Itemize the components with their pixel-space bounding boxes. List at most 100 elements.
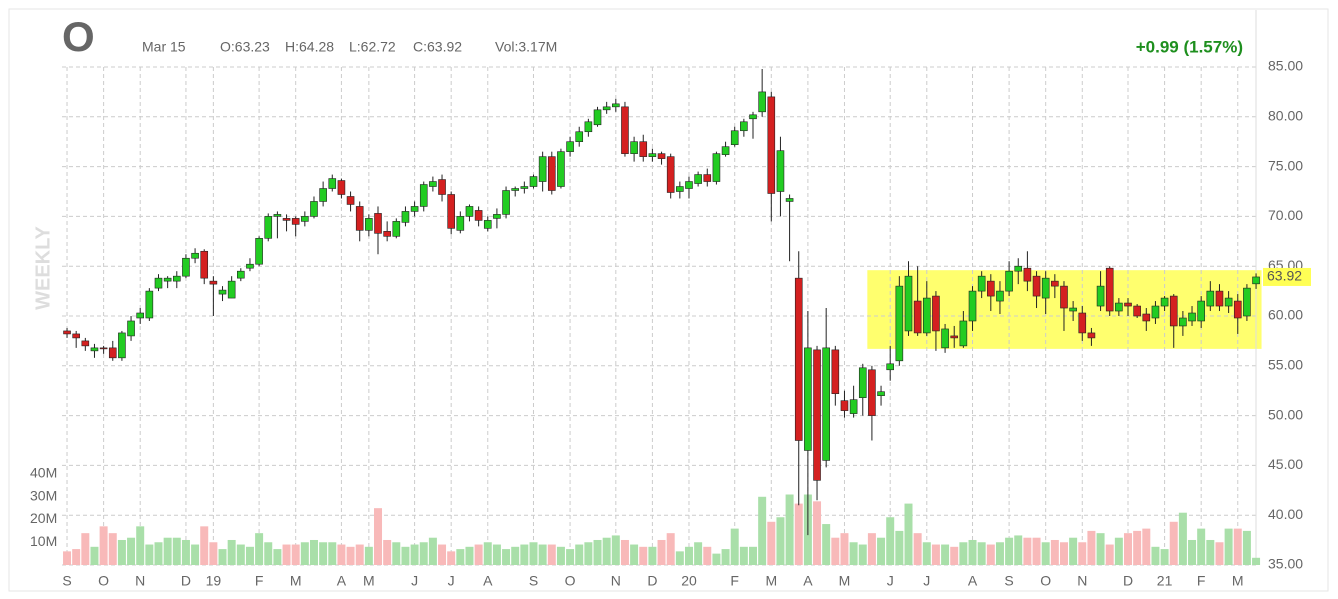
- candle-body: [81, 340, 90, 347]
- candle-body: [1014, 265, 1023, 272]
- volume-bar: [950, 546, 959, 565]
- last-price-box: [1263, 267, 1311, 286]
- candle-body: [621, 106, 629, 154]
- y-tick-label: 70.00: [1268, 207, 1303, 223]
- volume-bar: [1224, 528, 1233, 565]
- candle-body: [1115, 302, 1123, 312]
- candle-body: [136, 312, 145, 319]
- volume-bar: [639, 546, 648, 565]
- candle-body: [1005, 270, 1013, 292]
- candle-body: [840, 400, 849, 411]
- volume-bar: [840, 533, 849, 565]
- candle-body: [1060, 285, 1068, 309]
- x-tick-label: M: [765, 573, 777, 589]
- volume-bar: [1252, 557, 1261, 565]
- volume-bar: [913, 533, 922, 565]
- candle-body: [749, 114, 757, 120]
- candle-body: [383, 231, 391, 237]
- volume-bar: [1096, 533, 1105, 565]
- period-label: WEEKLY: [32, 225, 54, 309]
- candle-body: [227, 280, 236, 299]
- x-tick-label: N: [611, 573, 621, 589]
- volume-bar: [447, 551, 456, 565]
- volume-bar: [300, 542, 309, 565]
- volume-bar: [364, 546, 373, 565]
- volume-bar: [1050, 539, 1059, 565]
- volume-bar: [63, 551, 72, 565]
- symbol: O: [62, 13, 95, 60]
- candle-body: [758, 91, 766, 113]
- candle-body: [913, 300, 922, 334]
- candle-body: [1078, 312, 1087, 334]
- candle-body: [118, 332, 126, 359]
- candle-body: [877, 391, 885, 396]
- candle-body: [950, 335, 959, 339]
- volume-bar: [785, 494, 794, 565]
- candle-body: [1224, 297, 1233, 307]
- candle-body: [218, 289, 227, 295]
- candle-body: [922, 297, 931, 334]
- x-tick-label: M: [363, 573, 375, 589]
- volume-bar: [849, 542, 858, 565]
- y-tick-label: 50.00: [1268, 406, 1303, 422]
- candle-body: [776, 150, 785, 192]
- volume-bar: [483, 542, 492, 565]
- x-tick-label: S: [1004, 573, 1013, 589]
- candle-body: [895, 285, 904, 362]
- volume-bar: [90, 546, 99, 565]
- x-tick-label: J: [411, 573, 418, 589]
- candle-body: [804, 347, 812, 451]
- volume-bar: [1105, 544, 1114, 565]
- volume-bar: [1069, 537, 1078, 565]
- volume-tick-label: 30M: [30, 487, 57, 503]
- candle-body: [511, 188, 520, 191]
- x-tick-label: M: [1232, 573, 1244, 589]
- volume-bar: [172, 537, 181, 565]
- y-tick-label: 60.00: [1268, 307, 1303, 323]
- candle-body: [1188, 312, 1196, 322]
- candle-body: [438, 179, 446, 195]
- volume-bar: [931, 544, 940, 565]
- volume-bar: [611, 535, 620, 565]
- candle-body: [365, 218, 373, 231]
- volume-bar: [209, 542, 218, 565]
- volume-bar: [886, 517, 895, 565]
- volume-bar: [986, 544, 995, 565]
- candle-body: [712, 153, 721, 182]
- x-tick-label: S: [62, 573, 71, 589]
- candle-body: [337, 180, 346, 195]
- x-tick-label: 20: [681, 573, 697, 589]
- volume-bar: [895, 530, 904, 565]
- volume-bar: [191, 544, 200, 565]
- volume-bar: [1133, 530, 1142, 565]
- volume-bar: [374, 508, 383, 565]
- volume-bar: [474, 544, 483, 565]
- volume-bar: [117, 539, 126, 565]
- y-tick-label: 80.00: [1268, 108, 1303, 124]
- volume-bar: [1169, 521, 1178, 565]
- volume-bar: [1124, 533, 1133, 565]
- candle-body: [145, 290, 154, 319]
- volume-bar: [602, 537, 611, 565]
- volume-bar: [1215, 542, 1224, 565]
- volume-bar: [593, 539, 602, 565]
- x-tick-label: O: [1040, 573, 1051, 589]
- candle-body: [794, 277, 803, 441]
- volume-bar: [721, 549, 730, 565]
- candle-body: [767, 96, 776, 194]
- candle-body: [547, 156, 556, 191]
- candle-body: [456, 216, 465, 231]
- volume-bar: [227, 539, 236, 565]
- volume-bar: [995, 542, 1004, 565]
- candle-body: [355, 206, 364, 231]
- volume-bar: [1005, 537, 1014, 565]
- candle-body: [996, 290, 1004, 302]
- volume-bar: [337, 544, 346, 565]
- volume-bar: [456, 549, 465, 565]
- volume-bar: [200, 526, 209, 565]
- x-tick-label: F: [255, 573, 264, 589]
- volume-bar: [630, 544, 639, 565]
- volume-bar: [1023, 537, 1032, 565]
- volume-bar: [968, 539, 977, 565]
- volume-bar: [712, 553, 721, 565]
